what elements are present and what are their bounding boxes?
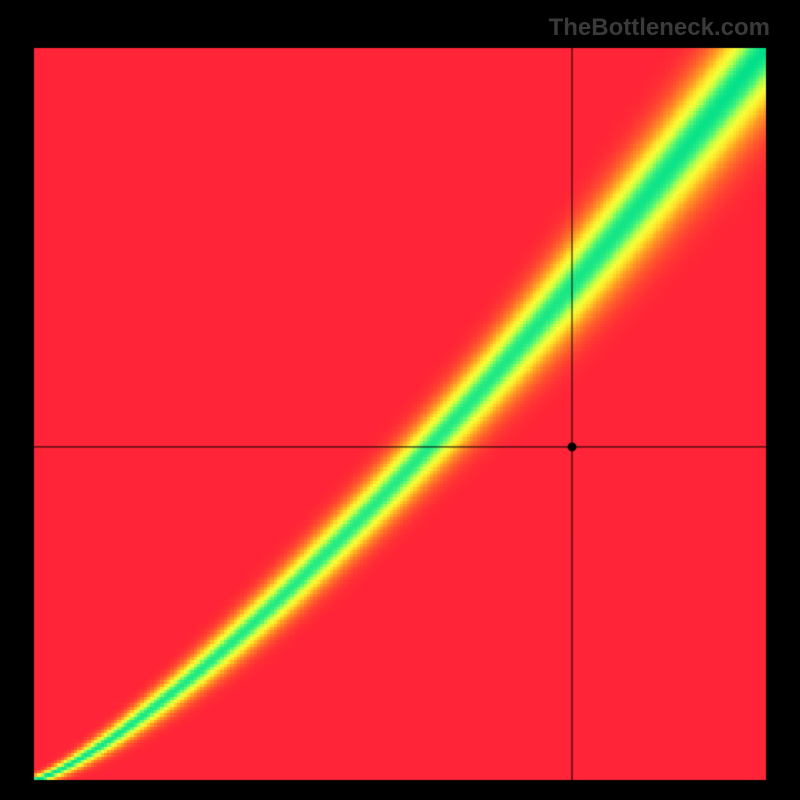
bottleneck-heatmap	[0, 0, 800, 800]
watermark-text: TheBottleneck.com	[549, 14, 770, 42]
